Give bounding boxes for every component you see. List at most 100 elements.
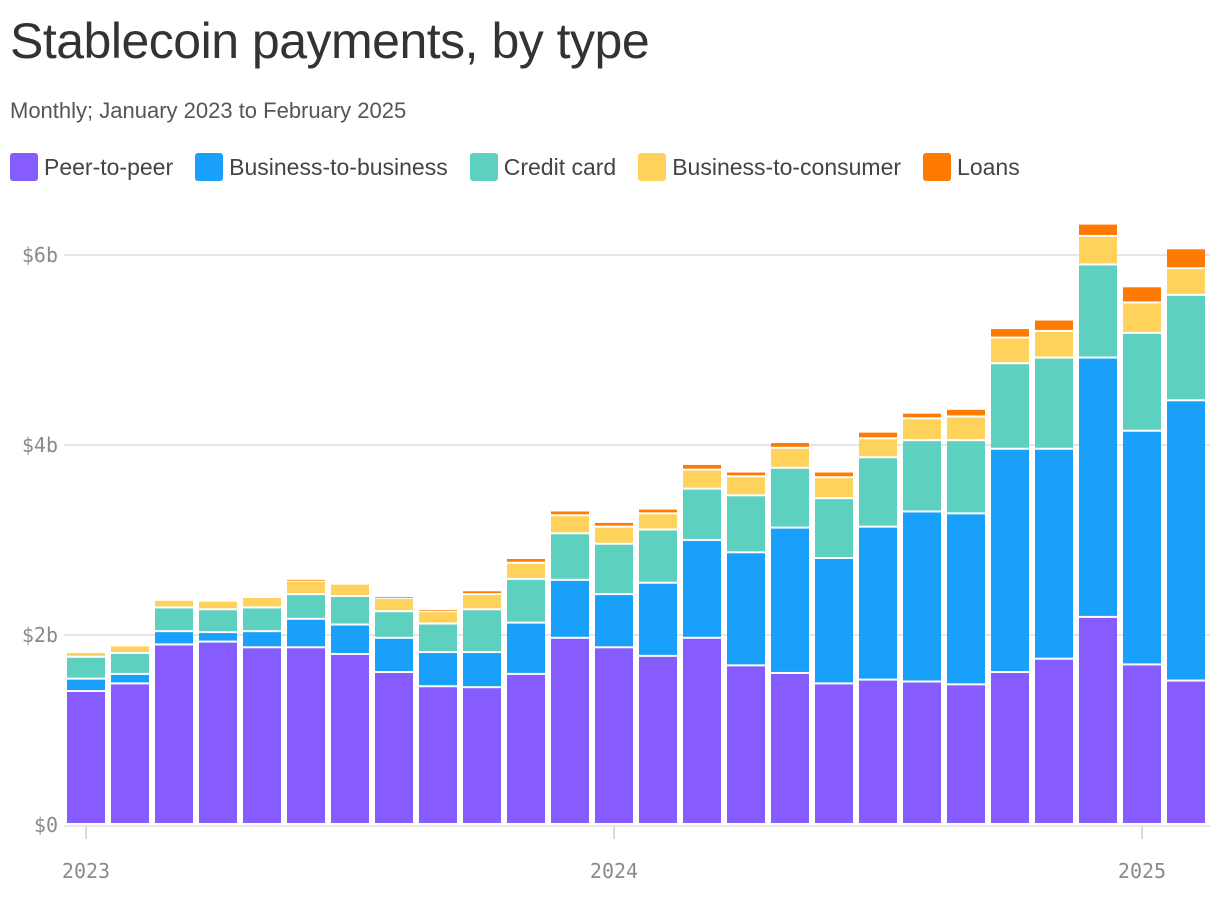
bar-segment-peer-to-peer bbox=[463, 688, 501, 823]
bar-segment-business-to-business bbox=[595, 595, 633, 647]
bar-segment-business-to-business bbox=[111, 674, 149, 683]
legend-label: Business-to-business bbox=[229, 153, 448, 180]
bar-segment-loans bbox=[639, 509, 677, 513]
bar-segment-peer-to-peer bbox=[111, 684, 149, 823]
bar-segment-credit-card bbox=[1167, 295, 1205, 400]
bar-segment-business-to-business bbox=[859, 527, 897, 679]
bar-segment-business-to-business bbox=[1079, 358, 1117, 616]
bar-segment-business-to-business bbox=[419, 653, 457, 686]
bar-segment-peer-to-peer bbox=[287, 648, 325, 823]
chart-title: Stablecoin payments, by type bbox=[10, 13, 650, 69]
bar-segment-credit-card bbox=[67, 657, 105, 678]
bar-segment-credit-card bbox=[815, 499, 853, 557]
legend-label: Credit card bbox=[503, 153, 617, 180]
bar-segment-credit-card bbox=[375, 612, 413, 637]
bar-segment-loans bbox=[771, 443, 809, 447]
bar-segment-loans bbox=[507, 559, 545, 562]
bar-segment-business-to-consumer bbox=[111, 646, 149, 652]
bar-segment-peer-to-peer bbox=[1167, 681, 1205, 823]
bar-segment-credit-card bbox=[551, 534, 589, 579]
bar-segment-business-to-consumer bbox=[463, 595, 501, 609]
bar-segment-peer-to-peer bbox=[551, 638, 589, 823]
bar-segment-credit-card bbox=[243, 608, 281, 631]
bar-segment-business-to-business bbox=[463, 653, 501, 687]
bar-segment-business-to-business bbox=[1123, 431, 1161, 664]
bar-segment-credit-card bbox=[991, 364, 1029, 448]
legend-item-loans: Loans bbox=[923, 153, 1020, 181]
bar-segment-credit-card bbox=[595, 544, 633, 594]
bar-segment-business-to-business bbox=[639, 583, 677, 655]
bar-segment-business-to-consumer bbox=[727, 477, 765, 495]
bar-segment-business-to-business bbox=[507, 623, 545, 673]
bar-segment-business-to-consumer bbox=[67, 653, 105, 656]
bar-segment-loans bbox=[859, 432, 897, 438]
bar-segment-credit-card bbox=[155, 608, 193, 631]
legend-swatch bbox=[469, 153, 498, 181]
bar-segment-business-to-consumer bbox=[947, 417, 985, 440]
x-tick-label: 2023 bbox=[62, 859, 110, 883]
bar-segment-peer-to-peer bbox=[1123, 665, 1161, 823]
bar-segment-credit-card bbox=[1079, 265, 1117, 357]
chart-legend: Peer-to-peer Business-to-business Credit… bbox=[10, 153, 1042, 181]
bar-segment-business-to-consumer bbox=[683, 470, 721, 488]
bar-segment-credit-card bbox=[1035, 358, 1073, 448]
bar-segment-business-to-consumer bbox=[155, 600, 193, 607]
legend-label: Loans bbox=[957, 153, 1020, 180]
bar-segment-business-to-consumer bbox=[419, 612, 457, 623]
bar-segment-peer-to-peer bbox=[507, 674, 545, 823]
bar-segment-loans bbox=[727, 472, 765, 476]
bar-segment-business-to-business bbox=[331, 625, 369, 653]
bar-segment-business-to-consumer bbox=[1123, 303, 1161, 332]
legend-label: Business-to-consumer bbox=[672, 153, 902, 180]
bar-segment-loans bbox=[419, 610, 457, 612]
bar-segment-business-to-business bbox=[243, 632, 281, 647]
bar-segment-business-to-business bbox=[67, 679, 105, 690]
bar-segment-peer-to-peer bbox=[419, 687, 457, 823]
bar-segment-peer-to-peer bbox=[67, 692, 105, 823]
x-tick-label: 2025 bbox=[1118, 859, 1166, 883]
bar-segment-business-to-business bbox=[947, 514, 985, 684]
bar-segment-business-to-business bbox=[155, 632, 193, 644]
bar-segment-peer-to-peer bbox=[815, 684, 853, 823]
bar-segment-business-to-consumer bbox=[991, 338, 1029, 363]
bar-segment-credit-card bbox=[683, 489, 721, 539]
bar-segment-peer-to-peer bbox=[1079, 617, 1117, 823]
bar-segment-peer-to-peer bbox=[331, 654, 369, 823]
bar-segment-credit-card bbox=[507, 579, 545, 622]
bar-segment-loans bbox=[287, 579, 325, 581]
legend-item-business-to-consumer: Business-to-consumer bbox=[638, 153, 901, 181]
bar-segment-peer-to-peer bbox=[947, 685, 985, 823]
bar-segment-credit-card bbox=[903, 441, 941, 511]
bar-segment-business-to-business bbox=[903, 512, 941, 681]
y-tick-label: $0 bbox=[34, 813, 58, 837]
bar-segment-credit-card bbox=[771, 468, 809, 527]
bar-segment-peer-to-peer bbox=[727, 666, 765, 823]
bar-segment-peer-to-peer bbox=[375, 673, 413, 823]
bar-segment-business-to-consumer bbox=[199, 601, 237, 609]
bar-segment-business-to-consumer bbox=[903, 419, 941, 440]
legend-item-credit-card: Credit card bbox=[469, 153, 617, 181]
bar-segment-credit-card bbox=[463, 610, 501, 652]
legend-item-business-to-business: Business-to-business bbox=[195, 153, 448, 181]
bar-segment-credit-card bbox=[639, 530, 677, 582]
bar-segment-business-to-business bbox=[683, 540, 721, 637]
bar-segment-business-to-consumer bbox=[859, 439, 897, 457]
bar-segment-peer-to-peer bbox=[595, 648, 633, 823]
bar-segment-business-to-business bbox=[287, 619, 325, 647]
bar-segment-peer-to-peer bbox=[639, 656, 677, 823]
bar-segment-peer-to-peer bbox=[771, 673, 809, 823]
bar-segment-loans bbox=[375, 597, 413, 598]
bar-segment-business-to-consumer bbox=[1167, 269, 1205, 294]
bar-segment-business-to-business bbox=[727, 553, 765, 665]
bar-segment-peer-to-peer bbox=[1035, 659, 1073, 823]
bar-segment-credit-card bbox=[859, 458, 897, 526]
bar-segment-peer-to-peer bbox=[683, 638, 721, 823]
bar-segment-loans bbox=[991, 329, 1029, 337]
bar-segment-credit-card bbox=[1123, 333, 1161, 430]
y-tick-label: $2b bbox=[22, 623, 58, 647]
legend-swatch bbox=[195, 153, 224, 181]
x-tick-label: 2024 bbox=[590, 859, 638, 883]
bar-segment-loans bbox=[1123, 287, 1161, 302]
bar-segment-peer-to-peer bbox=[903, 682, 941, 823]
bar-segment-business-to-consumer bbox=[375, 598, 413, 611]
